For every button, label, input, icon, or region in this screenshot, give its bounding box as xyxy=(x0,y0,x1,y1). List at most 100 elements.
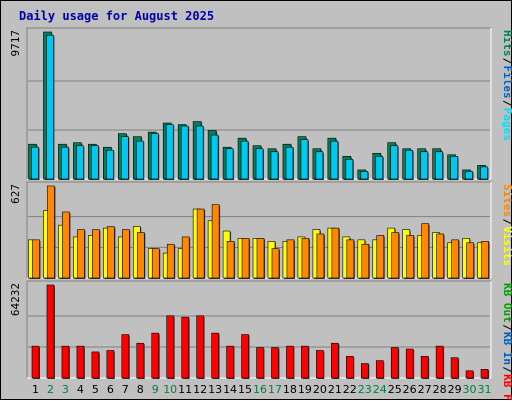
legend-hfp-4: Pages xyxy=(501,108,512,141)
bar-kbf-10 xyxy=(166,315,175,379)
x-tick-label-18: 18 xyxy=(283,383,297,396)
bar-files-30 xyxy=(465,171,473,180)
bar-kbf-11 xyxy=(181,316,189,379)
bar-kbf-25 xyxy=(390,347,399,379)
bar-kbf-22 xyxy=(346,355,354,379)
x-tick-label-16: 16 xyxy=(253,383,267,396)
bar-files-26 xyxy=(405,149,413,180)
bar-files-23 xyxy=(360,171,369,180)
bar-sites-6 xyxy=(107,226,115,279)
bar-sites-20 xyxy=(316,233,325,279)
bar-kbf-1 xyxy=(31,345,40,379)
bar-files-16 xyxy=(255,148,264,180)
y-axis-max-label-1: 627 xyxy=(9,184,22,204)
legend-kb-2: KB In xyxy=(501,332,512,365)
bar-files-19 xyxy=(300,139,309,180)
x-tick-label-2: 2 xyxy=(47,383,54,396)
x-tick-label-28: 28 xyxy=(433,383,447,396)
bar-files-11 xyxy=(180,125,189,180)
bar-files-28 xyxy=(435,151,443,180)
bar-files-13 xyxy=(210,134,219,180)
bar-kbf-31 xyxy=(480,369,489,379)
bar-files-6 xyxy=(106,149,114,180)
legend-kb-0: KB Out xyxy=(501,283,512,323)
bar-sites-29 xyxy=(451,239,459,279)
bar-files-22 xyxy=(345,159,354,180)
bar-kbf-23 xyxy=(360,363,369,379)
bar-sites-8 xyxy=(136,232,145,279)
bar-sites-18 xyxy=(286,239,295,279)
bar-files-7 xyxy=(121,136,129,180)
bar-sites-10 xyxy=(166,243,175,279)
bar-kbf-8 xyxy=(136,342,145,379)
x-tick-label-30: 30 xyxy=(463,383,477,396)
bar-kbf-16 xyxy=(256,347,264,379)
bar-kbf-12 xyxy=(196,315,204,379)
bar-sites-7 xyxy=(122,229,130,279)
bar-sites-28 xyxy=(436,233,444,279)
x-tick-label-17: 17 xyxy=(268,383,282,396)
x-tick-label-23: 23 xyxy=(358,383,372,396)
bar-kbf-4 xyxy=(76,345,85,379)
x-tick-label-14: 14 xyxy=(223,383,237,396)
y-axis-max-label-0: 9717 xyxy=(9,30,22,57)
bar-sites-14 xyxy=(226,241,235,279)
x-tick-label-12: 12 xyxy=(193,383,207,396)
chart-title: Daily usage for August 2025 xyxy=(19,9,215,23)
bar-sites-22 xyxy=(346,239,355,279)
bar-sites-13 xyxy=(211,204,220,279)
bar-kbf-29 xyxy=(450,357,459,379)
x-tick-label-13: 13 xyxy=(208,383,222,396)
bar-kbf-9 xyxy=(151,332,160,379)
x-tick-label-29: 29 xyxy=(448,383,462,396)
legend-hfp-1: / xyxy=(501,58,512,65)
x-tick-label-25: 25 xyxy=(388,383,402,396)
bar-files-8 xyxy=(135,140,144,180)
legend-hfp-2: Files xyxy=(501,66,512,99)
x-tick-label-27: 27 xyxy=(418,383,432,396)
bar-sites-3 xyxy=(62,211,70,279)
bar-kbf-18 xyxy=(286,345,294,379)
bar-files-27 xyxy=(420,151,428,180)
x-tick-label-11: 11 xyxy=(178,383,192,396)
bar-sites-21 xyxy=(331,227,340,279)
bar-kbf-26 xyxy=(405,348,414,379)
bar-sites-16 xyxy=(256,238,265,279)
legend-vs-2: Visits xyxy=(501,226,512,266)
bar-sites-5 xyxy=(92,229,100,279)
bar-files-2 xyxy=(46,34,54,180)
legend-vs-0: Sites xyxy=(501,184,512,217)
bar-kbf-30 xyxy=(465,370,474,379)
bar-files-24 xyxy=(375,156,384,180)
bar-files-12 xyxy=(195,125,204,180)
legend-kb-3: / xyxy=(501,366,512,373)
bar-kbf-6 xyxy=(106,350,115,379)
x-tick-label-20: 20 xyxy=(313,383,327,396)
x-tick-label-5: 5 xyxy=(92,383,99,396)
bar-files-14 xyxy=(225,148,234,180)
x-tick-label-10: 10 xyxy=(163,383,177,396)
bar-sites-30 xyxy=(466,242,474,279)
bar-files-31 xyxy=(480,166,488,180)
bar-kbf-13 xyxy=(211,332,219,379)
bar-files-10 xyxy=(165,124,174,180)
x-tick-label-26: 26 xyxy=(403,383,417,396)
bar-sites-27 xyxy=(421,223,429,279)
bar-sites-24 xyxy=(376,235,385,279)
bar-files-9 xyxy=(150,133,159,180)
legend-hfp-0: Hits xyxy=(501,30,512,57)
y-axis-max-label-2: 64232 xyxy=(9,283,22,316)
bar-sites-26 xyxy=(406,235,414,279)
legend-vs-1: / xyxy=(501,219,512,226)
bar-files-1 xyxy=(31,146,39,180)
bar-sites-9 xyxy=(151,248,160,279)
legend-hfp-3: / xyxy=(501,100,512,107)
bar-kbf-7 xyxy=(121,334,130,379)
x-tick-label-6: 6 xyxy=(107,383,114,396)
bar-sites-17 xyxy=(271,248,280,279)
x-tick-label-9: 9 xyxy=(152,383,159,396)
bar-files-20 xyxy=(315,151,324,180)
bar-kbf-2 xyxy=(46,284,55,379)
bar-files-5 xyxy=(91,145,99,180)
bar-files-4 xyxy=(76,145,84,180)
